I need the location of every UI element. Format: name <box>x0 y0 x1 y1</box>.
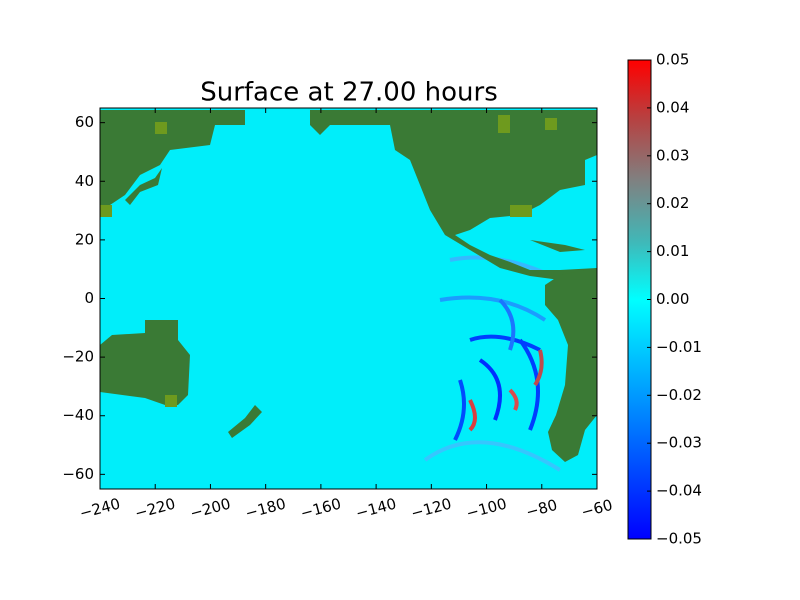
colorbar-tick-label: 0.00 <box>656 290 689 308</box>
colorbar-tick-label: 0.05 <box>656 51 689 69</box>
map-field <box>100 108 597 489</box>
y-tick-label: 20 <box>75 230 94 248</box>
x-tick-label: −80 <box>524 496 559 522</box>
y-tick-label: −60 <box>62 465 94 483</box>
y-tick-label: 60 <box>75 113 94 131</box>
x-tick-label: −140 <box>354 494 398 522</box>
colorbar-tick-label: −0.01 <box>656 338 702 356</box>
chart-title: Surface at 27.00 hours <box>200 78 498 108</box>
x-tick-label: −200 <box>188 494 232 522</box>
y-tick-label: 40 <box>75 172 94 190</box>
y-tick-label: −20 <box>62 348 94 366</box>
colorbar-tick-label: 0.03 <box>656 146 689 164</box>
x-tick-label: −240 <box>78 494 122 522</box>
x-tick-label: −160 <box>299 494 343 522</box>
y-tick-label: −40 <box>62 406 94 424</box>
colorbar-tick-label: −0.05 <box>656 530 702 548</box>
x-tick-label: −100 <box>464 494 508 522</box>
colorbar-tick-label: −0.02 <box>656 386 702 404</box>
colorbar-tick-label: 0.01 <box>656 242 689 260</box>
x-tick-label: −220 <box>133 494 177 522</box>
x-tick-label: −180 <box>243 494 287 522</box>
colorbar-tick-label: 0.04 <box>656 98 689 116</box>
x-tick-label: −60 <box>579 496 614 522</box>
colorbar-tick-label: −0.04 <box>656 482 702 500</box>
x-tick-label: −120 <box>409 494 453 522</box>
y-tick-label: 0 <box>84 289 94 307</box>
colorbar-tick-label: 0.02 <box>656 194 689 212</box>
colorbar-tick-label: −0.03 <box>656 434 702 452</box>
